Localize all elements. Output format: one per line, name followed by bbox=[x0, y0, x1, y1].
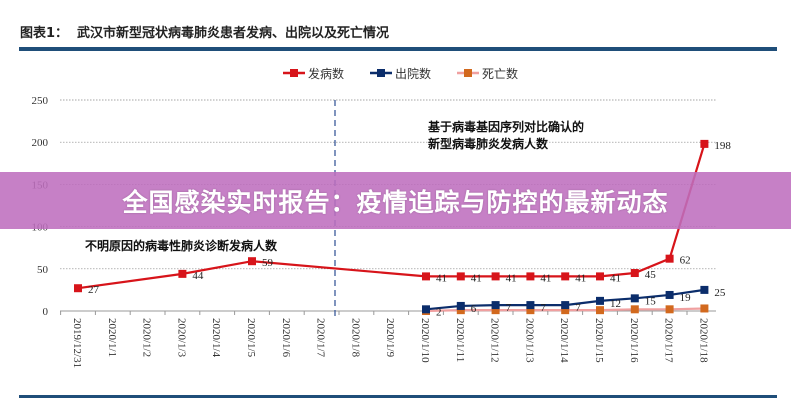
data-point bbox=[491, 301, 500, 310]
data-point bbox=[561, 306, 570, 315]
data-label: 41 bbox=[540, 272, 551, 284]
data-point bbox=[74, 284, 82, 293]
legend-label: 出院数 bbox=[395, 66, 431, 81]
bottom-rule bbox=[19, 395, 777, 398]
x-tick-label: 2020/1/8 bbox=[349, 318, 361, 358]
data-point bbox=[422, 272, 430, 281]
data-point bbox=[456, 301, 465, 310]
data-point bbox=[456, 272, 465, 281]
data-label: 44 bbox=[192, 270, 204, 282]
data-label: 198 bbox=[714, 140, 731, 152]
data-point bbox=[596, 306, 604, 315]
y-tick-label: 250 bbox=[32, 95, 49, 107]
annotation-later-1: 基于病毒基因序列对比确认的 bbox=[427, 119, 584, 134]
data-label: 45 bbox=[645, 269, 657, 281]
data-point bbox=[665, 305, 674, 314]
data-point bbox=[178, 269, 187, 278]
data-label: 7 bbox=[575, 302, 581, 314]
data-label: 62 bbox=[680, 255, 691, 267]
annotation-later-2: 新型病毒肺炎发病人数 bbox=[428, 136, 549, 151]
data-label: 41 bbox=[610, 272, 621, 284]
data-point bbox=[491, 306, 500, 315]
data-point bbox=[422, 305, 430, 314]
data-point bbox=[665, 290, 674, 299]
x-tick-label: 2020/1/2 bbox=[141, 318, 153, 357]
data-label: 41 bbox=[575, 272, 586, 284]
x-tick-label: 2020/1/4 bbox=[210, 318, 222, 358]
y-tick-label: 0 bbox=[43, 306, 49, 318]
x-tick-label: 2020/1/9 bbox=[384, 318, 396, 358]
data-label: 7 bbox=[540, 302, 546, 314]
data-point bbox=[700, 139, 709, 148]
overlay-banner: 全国感染实时报告：疫情追踪与防控的最新动态 bbox=[0, 172, 791, 229]
legend-label: 发病数 bbox=[308, 66, 344, 81]
x-tick-label: 2020/1/12 bbox=[489, 318, 501, 363]
y-tick-label: 200 bbox=[32, 137, 49, 149]
data-label: 15 bbox=[645, 295, 657, 307]
x-tick-label: 2020/1/14 bbox=[558, 318, 570, 363]
chart-title: 武汉市新型冠状病毒肺炎患者发病、出院以及死亡情况 bbox=[77, 25, 389, 41]
x-tick-label: 2020/1/18 bbox=[697, 318, 709, 363]
data-point bbox=[561, 301, 570, 310]
data-point bbox=[526, 306, 535, 315]
data-point bbox=[665, 254, 674, 263]
x-tick-label: 2020/1/13 bbox=[523, 318, 535, 363]
x-tick-label: 2020/1/11 bbox=[454, 318, 466, 362]
data-point bbox=[456, 306, 465, 315]
legend-marker bbox=[290, 69, 298, 77]
x-tick-label: 2020/1/6 bbox=[280, 318, 292, 358]
annotation-early: 不明原因的病毒性肺炎诊断发病人数 bbox=[85, 238, 278, 253]
x-tick-label: 2020/1/5 bbox=[245, 318, 257, 358]
data-label: 12 bbox=[610, 298, 621, 310]
title-rule bbox=[19, 47, 777, 51]
data-label: 6 bbox=[471, 303, 477, 315]
data-point bbox=[526, 272, 535, 281]
data-label: 19 bbox=[680, 292, 692, 304]
data-point bbox=[630, 269, 639, 278]
data-point bbox=[700, 304, 709, 313]
data-point bbox=[596, 296, 604, 305]
x-tick-label: 2020/1/10 bbox=[419, 318, 431, 363]
data-point bbox=[630, 294, 639, 303]
data-label: 27 bbox=[88, 284, 100, 296]
data-label: 41 bbox=[471, 272, 482, 284]
x-tick-label: 2020/1/16 bbox=[628, 318, 640, 363]
legend-marker bbox=[464, 69, 472, 77]
data-label: 7 bbox=[506, 302, 512, 314]
data-label: 41 bbox=[506, 272, 517, 284]
figure-label: 图表1： bbox=[20, 25, 68, 41]
data-label: 25 bbox=[714, 287, 726, 299]
data-point bbox=[491, 272, 500, 281]
x-tick-label: 2020/1/7 bbox=[315, 318, 327, 358]
x-tick-label: 2020/1/3 bbox=[175, 318, 187, 358]
x-tick-label: 2020/1/15 bbox=[593, 318, 605, 363]
banner-text: 全国感染实时报告：疫情追踪与防控的最新动态 bbox=[122, 187, 669, 217]
y-tick-label: 50 bbox=[37, 264, 49, 276]
data-point bbox=[561, 272, 570, 281]
data-label: 2 bbox=[436, 306, 442, 318]
data-point bbox=[526, 301, 535, 310]
data-label: 59 bbox=[262, 257, 274, 269]
data-point bbox=[700, 285, 709, 294]
x-tick-label: 2020/1/1 bbox=[106, 318, 118, 357]
x-tick-label: 2019/12/31 bbox=[71, 318, 83, 368]
legend-label: 死亡数 bbox=[482, 66, 518, 81]
series-line bbox=[77, 143, 706, 290]
data-point bbox=[596, 272, 604, 281]
legend-marker bbox=[377, 69, 385, 77]
data-point bbox=[630, 305, 639, 314]
data-point bbox=[248, 257, 256, 266]
data-label: 41 bbox=[436, 272, 447, 284]
x-tick-label: 2020/1/17 bbox=[663, 318, 675, 363]
legend: 发病数 出院数 死亡数 bbox=[283, 66, 518, 81]
